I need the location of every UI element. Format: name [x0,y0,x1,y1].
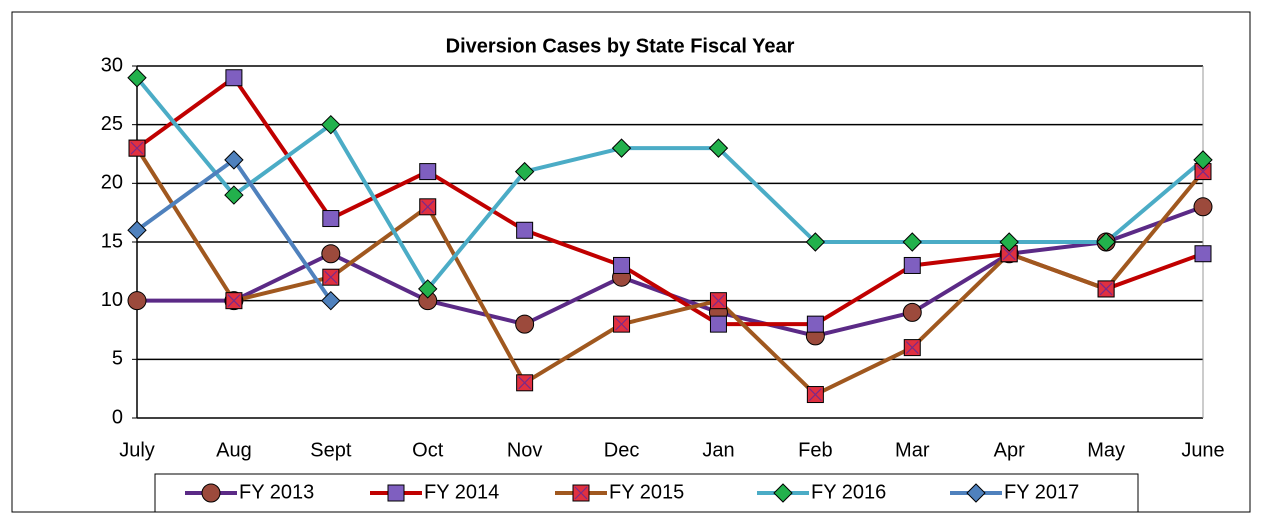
marker [127,68,147,88]
series-line [135,147,1205,397]
y-tick-label: 10 [101,289,123,311]
marker [225,69,243,87]
marker [224,150,244,170]
marker [419,163,437,181]
chart-border [11,11,1251,513]
x-tick-label: Apr [994,439,1025,461]
x-tick-label: Oct [412,439,444,461]
x-tick-label: Aug [216,439,252,461]
x-tick-label: June [1181,439,1224,461]
y-tick-label: 25 [101,113,123,135]
marker [127,220,147,240]
marker-x [130,141,144,155]
marker [806,315,824,333]
marker [999,232,1019,252]
legend-label: FY 2015 [609,481,684,503]
marker [387,484,405,502]
x-tick-label: Jan [702,439,734,461]
marker [805,232,826,252]
x-tick-label: Nov [507,439,543,461]
marker [127,291,147,311]
marker-x [1002,247,1016,261]
x-tick-label: July [119,439,155,461]
x-tick-label: Mar [895,439,930,461]
y-tick-label: 30 [101,54,123,76]
marker-x [905,341,919,355]
marker [903,256,921,274]
marker [201,483,221,503]
legend-label: FY 2017 [1004,481,1079,503]
marker [611,138,632,158]
marker-x [1196,165,1210,179]
x-tick-label: Feb [798,439,832,461]
marker [709,315,727,333]
marker [322,210,340,228]
y-tick-label: 20 [101,172,123,194]
x-tick-label: May [1087,439,1125,461]
marker [321,114,341,135]
series-line [135,76,1205,291]
legend-label: FY 2013 [239,481,314,503]
marker [1193,197,1213,217]
marker [321,290,341,311]
marker [516,221,534,239]
marker [613,256,631,274]
marker-x [324,270,338,284]
marker-x [574,486,588,500]
x-tick-label: Sept [310,439,352,461]
marker [773,483,793,503]
marker [966,483,986,503]
marker [1096,232,1116,252]
marker [418,279,438,299]
x-tick-label: Dec [604,439,640,461]
marker [708,138,729,158]
marker-x [1099,282,1113,296]
marker [902,302,922,322]
marker-x [615,317,628,331]
marker-x [227,294,241,308]
marker-x [421,200,435,214]
y-tick-label: 0 [112,406,123,428]
chart-title: Diversion Cases by State Fiscal Year [446,35,795,57]
marker-x [518,376,532,390]
marker [514,161,535,182]
marker [224,185,244,205]
marker [321,244,341,264]
marker [902,232,922,252]
y-tick-label: 15 [101,230,123,252]
marker-x [808,388,822,401]
y-tick-label: 5 [112,348,123,370]
legend-label: FY 2016 [811,481,886,503]
marker-x [712,294,725,308]
legend-label: FY 2014 [424,481,499,503]
marker [1193,150,1213,170]
marker [515,314,535,334]
marker [1194,245,1212,263]
